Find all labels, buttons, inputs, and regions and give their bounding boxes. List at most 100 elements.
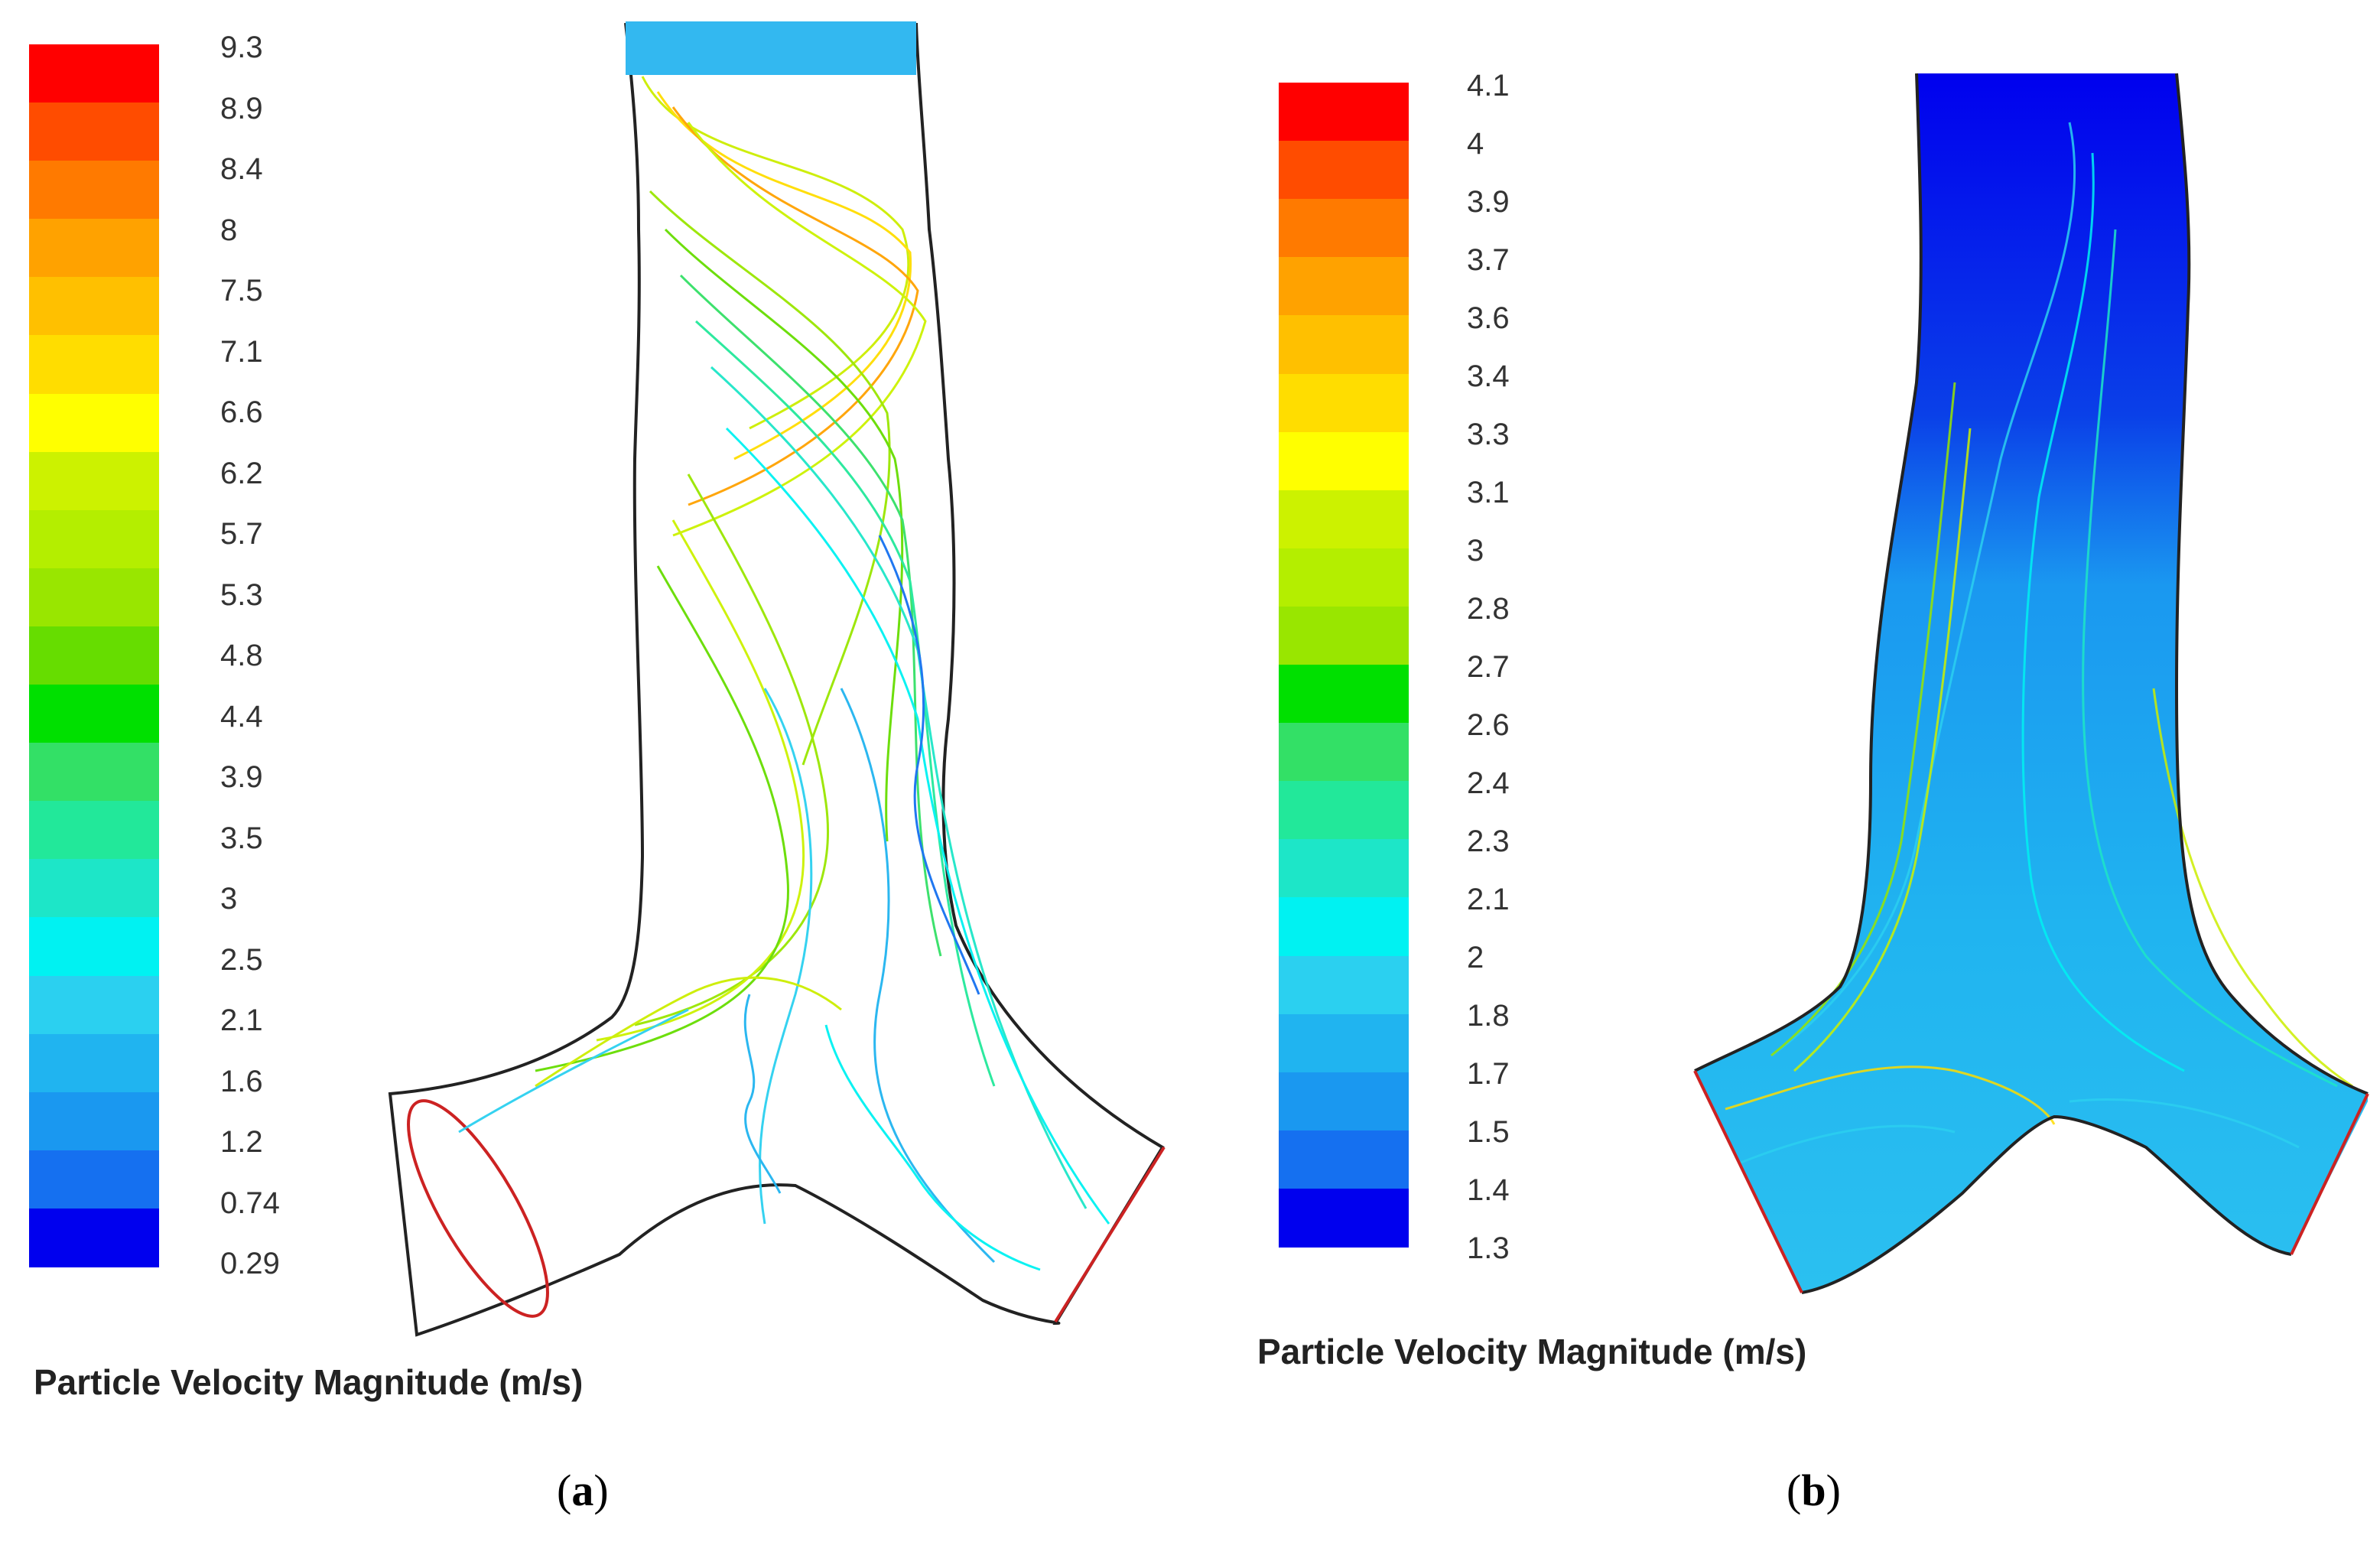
colorbar-swatch: [29, 1208, 159, 1267]
colorbar-swatch: [29, 975, 159, 1035]
colorbar-tick-label: 3.7: [1467, 243, 1510, 277]
colorbar-tick-label: 2.6: [1467, 708, 1510, 742]
streamlines-b: [1725, 122, 2353, 1164]
colorbar-tick-label: 8.9: [220, 91, 263, 125]
airway-outline-a: [388, 22, 1165, 1337]
colorbar-tick-label: 3.4: [1467, 359, 1510, 393]
colorbar-swatch: [1279, 665, 1409, 724]
colorbar-swatch: [1279, 431, 1409, 491]
airway-fill-b: [1695, 73, 2368, 1293]
colorbar-swatch: [29, 859, 159, 919]
colorbar-tick-label: 2.5: [220, 942, 263, 977]
colorbar-tick-label: 3: [220, 882, 238, 916]
colorbar-a-title: Particle Velocity Magnitude (m/s): [34, 1362, 584, 1402]
colorbar-swatch: [29, 335, 159, 395]
colorbar-swatch: [29, 626, 159, 686]
colorbar-tick-label: 4.8: [220, 639, 263, 672]
panel-a: 9.3 8.9 8.4 8 7.5 7.1 6.6 6.2 5.7 5.3 4.8 4.4 3.9 3.5…: [29, 21, 1166, 1516]
colorbar-tick-label: 5.7: [220, 517, 263, 551]
caption-a-close: ): [593, 1466, 609, 1515]
caption-a-open: (: [557, 1466, 572, 1515]
colorbar-tick-label: 9.3: [220, 31, 263, 64]
colorbar-swatch: [1279, 781, 1409, 841]
colorbar-tick-label: 6.2: [220, 456, 263, 490]
colorbar-tick-label: 1.5: [1467, 1115, 1510, 1149]
colorbar-tick-label: 3.3: [1467, 418, 1510, 451]
colorbar-swatch: [29, 393, 159, 453]
inlet-band-a: [626, 21, 916, 75]
colorbar-tick-label: 2.1: [220, 1004, 263, 1037]
colorbar-swatch: [29, 44, 159, 104]
colorbar-swatch: [1279, 490, 1409, 549]
streamlines-a: [458, 76, 1110, 1271]
colorbar-swatch: [29, 1033, 159, 1093]
airway-flow-b: [1693, 73, 2369, 1294]
colorbar-swatch: [1279, 199, 1409, 259]
colorbar-swatch: [1279, 373, 1409, 433]
colorbar-swatch: [29, 685, 159, 744]
colorbar-tick-label: 5.3: [220, 577, 263, 612]
colorbar-tick-label: 2.4: [1467, 766, 1510, 800]
colorbar-swatch: [29, 509, 159, 569]
colorbar-tick-label: 1.4: [1467, 1173, 1510, 1207]
colorbar-swatch: [29, 1150, 159, 1209]
airway-flow-a: [388, 21, 1166, 1337]
colorbar-tick-label: 1.2: [220, 1125, 263, 1159]
colorbar-swatch: [29, 277, 159, 337]
colorbar-swatch: [1279, 257, 1409, 317]
caption-b-close: ): [1826, 1466, 1841, 1515]
colorbar-tick-label: 4: [1467, 127, 1484, 161]
colorbar-swatch: [1279, 141, 1409, 200]
colorbar-a: [29, 44, 159, 1267]
colorbar-swatch: [1279, 606, 1409, 665]
caption-b-open: (: [1787, 1466, 1802, 1515]
caption-a-letter: a: [571, 1466, 594, 1515]
colorbar-tick-label: 3.5: [220, 821, 263, 855]
colorbar-swatch: [29, 102, 159, 162]
colorbar-tick-label: 3.6: [1467, 301, 1510, 335]
colorbar-tick-label: 2.8: [1467, 592, 1510, 626]
colorbar-b: [1279, 83, 1409, 1248]
caption-b-letter: b: [1801, 1466, 1826, 1515]
colorbar-swatch: [29, 743, 159, 802]
colorbar-swatch: [29, 917, 159, 977]
colorbar-swatch: [1279, 548, 1409, 607]
caption-b: (b): [1787, 1465, 1841, 1516]
colorbar-swatch: [29, 161, 159, 220]
colorbar-tick-label: 3.9: [220, 760, 263, 794]
colorbar-swatch: [1279, 723, 1409, 782]
colorbar-tick-label: 3.1: [1467, 476, 1510, 509]
colorbar-tick-label: 2.3: [1467, 825, 1510, 858]
colorbar-swatch: [1279, 955, 1409, 1015]
colorbar-tick-label: 2.1: [1467, 883, 1510, 916]
colorbar-tick-label: 6.6: [220, 395, 263, 429]
colorbar-swatch: [29, 219, 159, 278]
colorbar-swatch: [1279, 1188, 1409, 1248]
colorbar-tick-label: 1.6: [220, 1064, 263, 1098]
colorbar-swatch: [1279, 315, 1409, 375]
colorbar-tick-label: 8: [220, 213, 238, 247]
colorbar-tick-label: 2: [1467, 941, 1484, 974]
colorbar-tick-label: 2.7: [1467, 650, 1510, 684]
colorbar-swatch: [29, 568, 159, 627]
colorbar-tick-label: 1.8: [1467, 999, 1510, 1033]
outlet-rim-left-a: [407, 1099, 549, 1318]
colorbar-swatch: [1279, 1013, 1409, 1073]
outlet-rim-right-b: [2290, 1093, 2369, 1255]
panel-b: 4.1 4 3.9 3.7 3.6 3.4 3.3 3.1 3 2.8 2.7 2.6 2.4 2.3 2.…: [1190, 0, 2380, 1542]
colorbar-tick-label: 4.4: [220, 699, 263, 734]
colorbar-swatch: [29, 451, 159, 511]
colorbar-swatch: [1279, 1072, 1409, 1131]
caption-a: (a): [557, 1465, 609, 1516]
colorbar-tick-label: 3.9: [1467, 185, 1510, 219]
colorbar-tick-label: 8.4: [220, 152, 263, 186]
colorbar-swatch: [1279, 1130, 1409, 1189]
colorbar-tick-label: 4.1: [1467, 69, 1510, 102]
outlet-rim-left-b: [1693, 1070, 1803, 1293]
colorbar-tick-label: 0.29: [220, 1247, 280, 1280]
colorbar-tick-label: 3: [1467, 534, 1484, 568]
colorbar-tick-label: 7.5: [220, 274, 263, 307]
colorbar-tick-label: 0.74: [220, 1186, 280, 1220]
colorbar-tick-label: 7.1: [220, 334, 263, 369]
colorbar-tick-label: 1.3: [1467, 1231, 1510, 1265]
